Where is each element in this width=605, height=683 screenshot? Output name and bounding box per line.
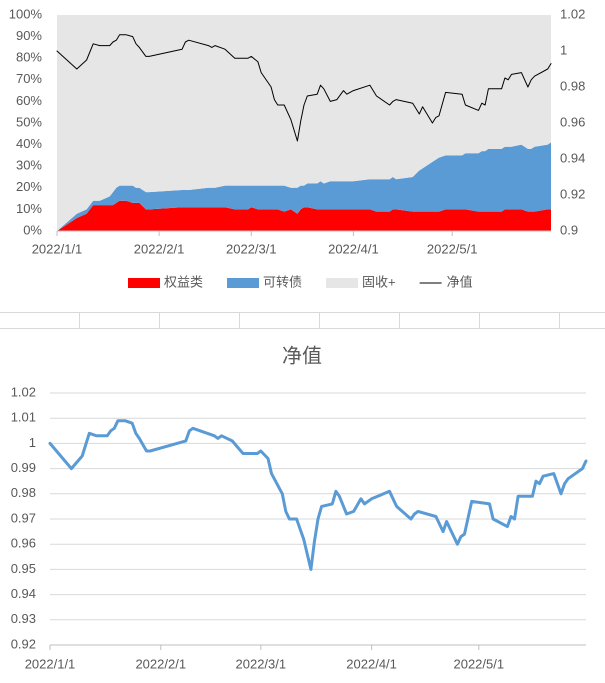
y-tick-label: 70% <box>16 71 42 86</box>
legend-swatch <box>227 278 260 288</box>
legend-label: 权益类 <box>164 274 203 289</box>
y-tick-label: 10% <box>16 201 42 216</box>
legend-label: 可转债 <box>263 274 302 289</box>
y-tick-label: 0.99 <box>11 460 36 475</box>
y-tick-label: 0.92 <box>11 636 36 651</box>
y2-tick-label: 1 <box>560 42 567 57</box>
x-tick-label: 2022/1/1 <box>25 656 76 671</box>
x-tick-label: 2022/4/1 <box>346 656 397 671</box>
area <box>57 142 551 231</box>
y-tick-label: 0.93 <box>11 611 36 626</box>
chart-title: 净值 <box>282 344 322 367</box>
x-tick-label: 2022/3/1 <box>226 241 277 256</box>
x-tick-label: 2022/3/1 <box>236 656 287 671</box>
legend-label: 净值 <box>447 274 473 289</box>
y-tick-label: 0.94 <box>11 586 36 601</box>
y-tick-label: 0.96 <box>11 536 36 551</box>
x-tick-label: 2022/5/1 <box>427 241 478 256</box>
y2-tick-label: 0.98 <box>560 78 585 93</box>
y-tick-label: 80% <box>16 50 42 65</box>
legend-label: 固收+ <box>362 274 396 289</box>
x-tick-label: 2022/5/1 <box>453 656 504 671</box>
y-tick-label: 90% <box>16 28 42 43</box>
x-tick-label: 2022/2/1 <box>135 656 186 671</box>
line <box>56 34 552 142</box>
legend-swatch <box>128 278 160 288</box>
y-tick-label: 0% <box>23 222 42 237</box>
y2-tick-label: 0.92 <box>560 186 585 201</box>
area <box>57 200 551 231</box>
y2-tick-label: 1.02 <box>560 6 585 21</box>
y-tick-label: 0.98 <box>11 485 36 500</box>
x-tick-label: 2022/1/1 <box>32 241 83 256</box>
y-tick-label: 40% <box>16 136 42 151</box>
x-tick-label: 2022/4/1 <box>328 241 379 256</box>
y-tick-label: 1.02 <box>11 384 36 399</box>
y-tick-label: 60% <box>16 93 42 108</box>
y2-tick-label: 0.96 <box>560 114 585 129</box>
y-tick-label: 1.01 <box>11 410 36 425</box>
y-tick-label: 1 <box>29 435 36 450</box>
y-tick-label: 30% <box>16 158 42 173</box>
y-tick-label: 20% <box>16 179 42 194</box>
y-tick-label: 100% <box>9 6 43 21</box>
line <box>48 419 588 571</box>
y2-tick-label: 0.94 <box>560 150 585 165</box>
y2-tick-label: 0.9 <box>560 222 578 237</box>
y-tick-label: 50% <box>16 114 42 129</box>
y-tick-label: 0.95 <box>11 561 36 576</box>
legend-swatch <box>326 278 359 288</box>
x-tick-label: 2022/2/1 <box>134 241 185 256</box>
sheet-grid <box>0 312 605 329</box>
area <box>57 15 551 231</box>
y-tick-label: 0.97 <box>11 510 36 525</box>
